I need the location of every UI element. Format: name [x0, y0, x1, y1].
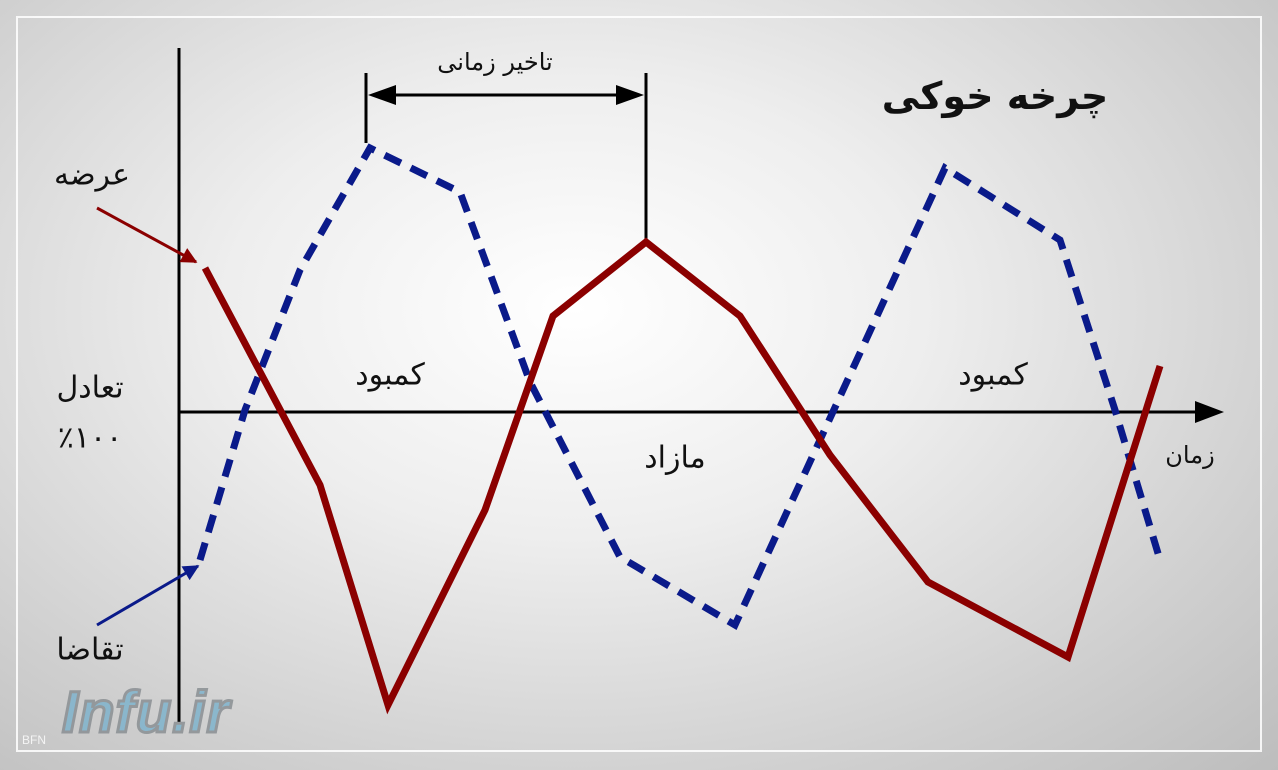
diagram-title: چرخه خوکی — [881, 74, 1109, 119]
equilibrium-label: تعادل — [56, 370, 124, 406]
watermark-sub: BFN — [22, 733, 46, 747]
supply-label: عرضه — [53, 157, 131, 193]
time-lag-label: تاخیر زمانی — [437, 47, 553, 76]
surplus-label: مازاد — [644, 440, 706, 476]
watermark-logo: Infu.ir — [60, 680, 231, 745]
demand-label: تقاضا — [56, 632, 124, 668]
demand-pointer-arrow — [96, 564, 200, 627]
time-axis-label: زمان — [1165, 440, 1215, 469]
shortage-label: کمبود — [958, 357, 1028, 393]
supply-curve — [201, 237, 1164, 715]
frame-border — [16, 16, 1262, 752]
demand-curve — [196, 143, 1164, 630]
x-axis-arrowhead — [1195, 401, 1224, 423]
lag-arrow-right — [616, 85, 644, 105]
equilibrium-percent-label: ٪۱۰۰ — [57, 420, 123, 456]
shortage-label: کمبود — [355, 357, 425, 393]
supply-pointer-arrow — [96, 206, 198, 264]
lag-arrow-left — [368, 85, 396, 105]
